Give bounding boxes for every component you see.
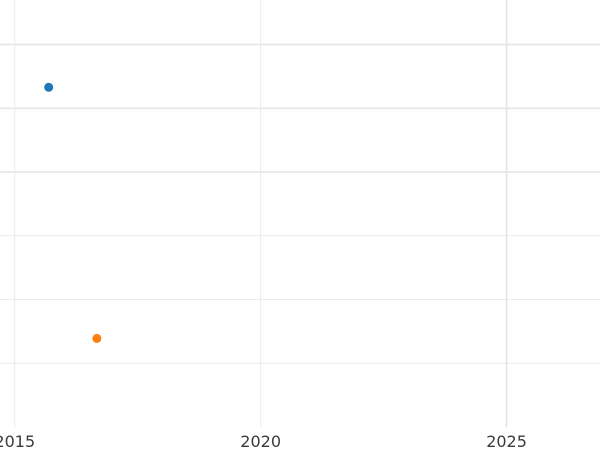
data-point-series-1 <box>92 333 102 343</box>
gridlines <box>0 0 600 427</box>
data-point-series-0 <box>44 82 54 92</box>
x-tick-label-2020: 2020 <box>240 432 281 450</box>
data-points <box>44 82 102 343</box>
x-tick-label-2025: 2025 <box>486 432 527 450</box>
x-tick-label-2015: 2015 <box>0 432 35 450</box>
x-axis-tick-labels: 2015 2020 2025 <box>0 432 527 450</box>
